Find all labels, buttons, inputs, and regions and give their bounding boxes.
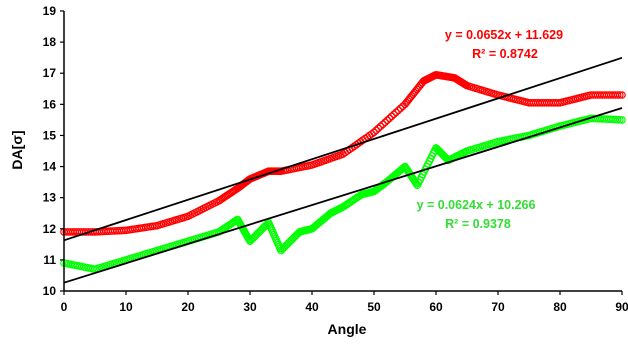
data-point (396, 104, 405, 113)
data-point (394, 106, 403, 115)
x-tick-label: 40 (305, 300, 319, 314)
data-point (387, 112, 396, 121)
data-point (374, 124, 383, 133)
trendline-series-1 (63, 56, 623, 242)
data-point (379, 120, 387, 129)
data-point (385, 114, 394, 123)
x-tick-label: 50 (367, 300, 381, 314)
tick-labels: 0 10 20 30 40 50 60 70 80 90 10 11 12 13 14 15 16 17 18 19 (43, 4, 628, 314)
x-tick-label: 30 (243, 300, 257, 314)
x-tick-label: 20 (181, 300, 195, 314)
data-point (618, 91, 626, 99)
y-tick-label: 13 (43, 191, 57, 205)
y-tick-label: 11 (43, 253, 56, 267)
x-tick-label: 10 (119, 300, 133, 314)
data-point (370, 128, 378, 137)
data-point (615, 116, 624, 124)
data-point (618, 116, 626, 124)
trendline-series-2 (63, 107, 623, 284)
data-point (390, 110, 398, 119)
data-point (376, 122, 385, 131)
data-point (613, 115, 622, 124)
axes-frame (60, 10, 623, 295)
plot-marks (60, 56, 626, 284)
data-point (615, 91, 624, 99)
x-axis-title: Angle (328, 321, 367, 337)
x-tick-label: 0 (61, 300, 68, 314)
data-point (383, 116, 392, 125)
y-tick-label: 15 (43, 128, 57, 142)
y-axis-title: DA[σ] (9, 130, 25, 169)
y-tick-label: 18 (43, 35, 57, 49)
x-tick-label: 90 (615, 300, 628, 314)
data-point (392, 108, 400, 117)
y-tick-label: 16 (43, 97, 57, 111)
y-tick-label: 10 (43, 284, 57, 298)
series-1-equation: y = 0.0652x + 11.629 (445, 28, 563, 42)
y-tick-label: 17 (43, 66, 57, 80)
series-2 (60, 114, 626, 274)
x-tick-label: 60 (429, 300, 443, 314)
series-2-equation: y = 0.0624x + 10.266 (417, 198, 536, 212)
data-point (613, 91, 622, 99)
y-tick-label: 19 (43, 4, 57, 18)
x-tick-label: 80 (553, 300, 567, 314)
y-tick-label: 14 (43, 160, 57, 174)
y-tick-label: 12 (43, 222, 57, 236)
data-point (381, 118, 389, 127)
series-2-r-squared: R² = 0.9378 (445, 217, 511, 231)
data-point (372, 126, 381, 135)
x-tick-label: 70 (491, 300, 505, 314)
series-1-r-squared: R² = 0.8742 (472, 47, 538, 61)
